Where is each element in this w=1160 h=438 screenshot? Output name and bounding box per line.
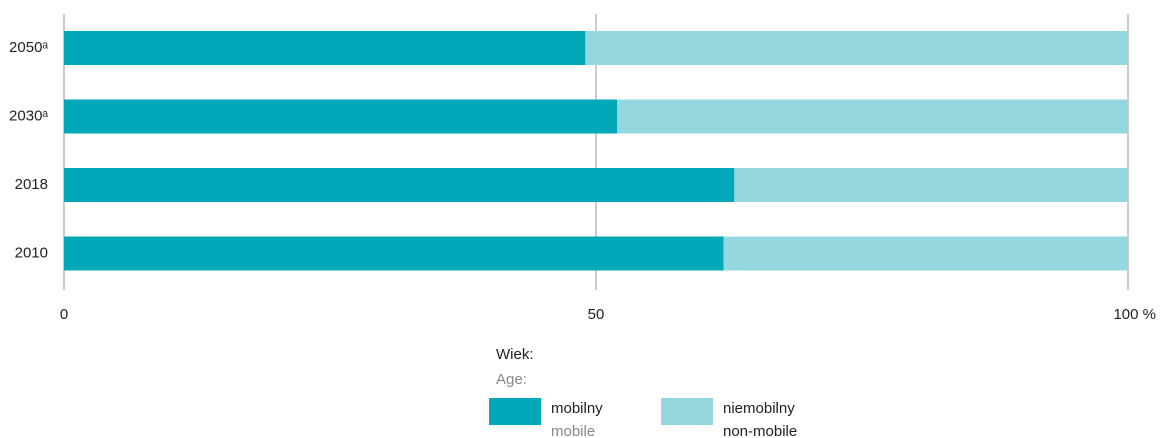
bar-segment <box>734 168 1128 202</box>
bar-segment <box>585 31 1128 65</box>
legend-title-en: Age: <box>496 371 527 388</box>
bar-segment <box>64 31 586 65</box>
x-tick-label: 100 % <box>1113 306 1156 323</box>
y-tick-label: 2018 <box>15 176 48 193</box>
bar-segment <box>64 168 735 202</box>
legend-label-en: mobile <box>551 423 595 438</box>
y-tick-label: 2030ᵃ <box>9 107 48 124</box>
bar-segment <box>617 99 1128 134</box>
legend-label-en: non-mobile <box>723 423 797 438</box>
legend-swatch <box>489 398 541 425</box>
bar-segment <box>723 236 1128 271</box>
legend-label: niemobilny <box>723 400 795 417</box>
y-tick-label: 2050ᵃ <box>9 39 48 56</box>
x-tick-label: 50 <box>588 306 605 323</box>
bar-segment <box>64 236 724 271</box>
y-tick-label: 2010 <box>15 244 48 261</box>
legend-title: Wiek: <box>496 346 534 363</box>
legend-label: mobilny <box>551 400 603 417</box>
legend-swatch <box>661 398 713 425</box>
bar-segment <box>64 99 618 134</box>
x-tick-label: 0 <box>60 306 68 323</box>
